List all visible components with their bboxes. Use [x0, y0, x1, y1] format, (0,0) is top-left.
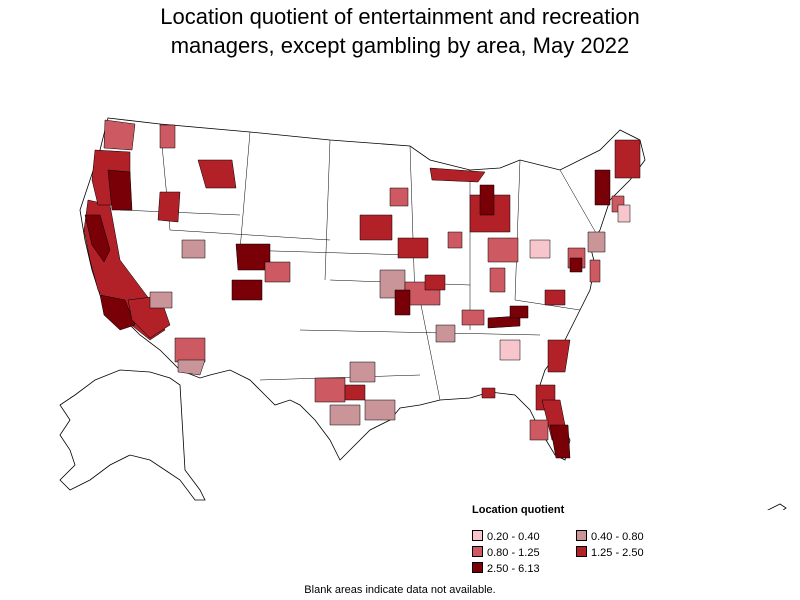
area-idaho: [157, 191, 181, 223]
area-utah-north: [181, 239, 206, 259]
area-new-york-metro: [587, 231, 606, 253]
area-arizona-tucson: [177, 359, 206, 376]
legend-swatch: [576, 546, 587, 557]
legend-item: 0.20 - 0.40: [472, 530, 540, 543]
area-arizona-south: [174, 337, 206, 363]
legend-swatch: [472, 530, 483, 541]
area-virginia-west: [509, 305, 529, 319]
alaska-outline: [59, 369, 206, 501]
area-texas-dallas: [349, 361, 376, 383]
area-indiana: [447, 231, 463, 249]
area-michigan-upper: [429, 167, 486, 183]
legend-swatch: [472, 562, 483, 573]
legend-item: 0.80 - 1.25: [472, 546, 540, 559]
area-colorado-south: [231, 279, 263, 301]
area-carolina-coast: [547, 339, 571, 373]
area-oregon-central: [107, 169, 133, 211]
area-montana-west: [197, 159, 237, 189]
area-virginia: [544, 289, 566, 306]
area-texas-south: [344, 384, 366, 401]
legend-label: 0.40 - 0.80: [591, 531, 644, 543]
area-arizona: [149, 291, 173, 309]
map-title: Location quotient of entertainment and r…: [0, 2, 800, 60]
legend-title: Location quotient: [472, 504, 565, 516]
area-boundaries: [59, 117, 787, 510]
area-illinois: [424, 274, 446, 291]
area-texas-west: [314, 377, 346, 403]
area-northern-california: [84, 214, 111, 263]
area-texas-central: [329, 404, 361, 426]
area-maryland: [569, 257, 583, 273]
area-washington-west: [103, 119, 136, 151]
area-maine-north: [614, 139, 641, 179]
us-choropleth-map: [59, 117, 787, 510]
area-new-jersey: [589, 259, 601, 283]
area-kentucky: [489, 267, 506, 293]
area-tennessee: [487, 315, 521, 329]
legend-item: 1.25 - 2.50: [576, 546, 644, 559]
map-legend: Location quotient 0.20 - 0.40 0.40 - 0.8…: [472, 504, 712, 584]
area-colorado-east: [264, 261, 291, 283]
map-title-line-1: Location quotient of entertainment and r…: [160, 4, 640, 29]
area-arkansas: [435, 324, 456, 343]
area-alabama-gulf: [481, 387, 496, 399]
area-washington-east: [159, 124, 176, 149]
legend-label: 2.50 - 6.13: [487, 563, 540, 575]
area-florida-gulf: [529, 419, 549, 441]
area-missouri-south: [394, 289, 411, 316]
legend-label: 0.20 - 0.40: [487, 531, 540, 543]
legend-swatch: [576, 530, 587, 541]
legend-label: 1.25 - 2.50: [591, 547, 644, 559]
area-florida-south: [549, 424, 571, 459]
footnote: Blank areas indicate data not available.: [304, 584, 496, 596]
area-texas-houston: [364, 399, 396, 421]
legend-swatch: [472, 546, 483, 557]
shaded-areas: [83, 119, 641, 459]
area-massachusetts: [617, 204, 631, 223]
area-southern-california: [99, 294, 136, 331]
area-wisconsin: [389, 187, 409, 207]
contiguous-us-outline: [79, 117, 646, 461]
area-ohio: [487, 237, 519, 263]
legend-item: 0.40 - 0.80: [576, 530, 644, 543]
area-iowa: [397, 237, 429, 259]
hawaii-outline: [767, 503, 787, 510]
area-pennsylvania: [529, 239, 551, 259]
area-vermont: [594, 169, 611, 206]
area-tennessee-west: [461, 309, 485, 326]
legend-item: 2.50 - 6.13: [472, 562, 540, 575]
area-georgia: [499, 339, 521, 361]
area-minnesota: [359, 214, 393, 241]
map-title-line-2: managers, except gambling by area, May 2…: [170, 33, 630, 58]
legend-label: 0.80 - 1.25: [487, 547, 540, 559]
state-lines: [119, 123, 601, 401]
area-michigan-west: [479, 184, 495, 216]
